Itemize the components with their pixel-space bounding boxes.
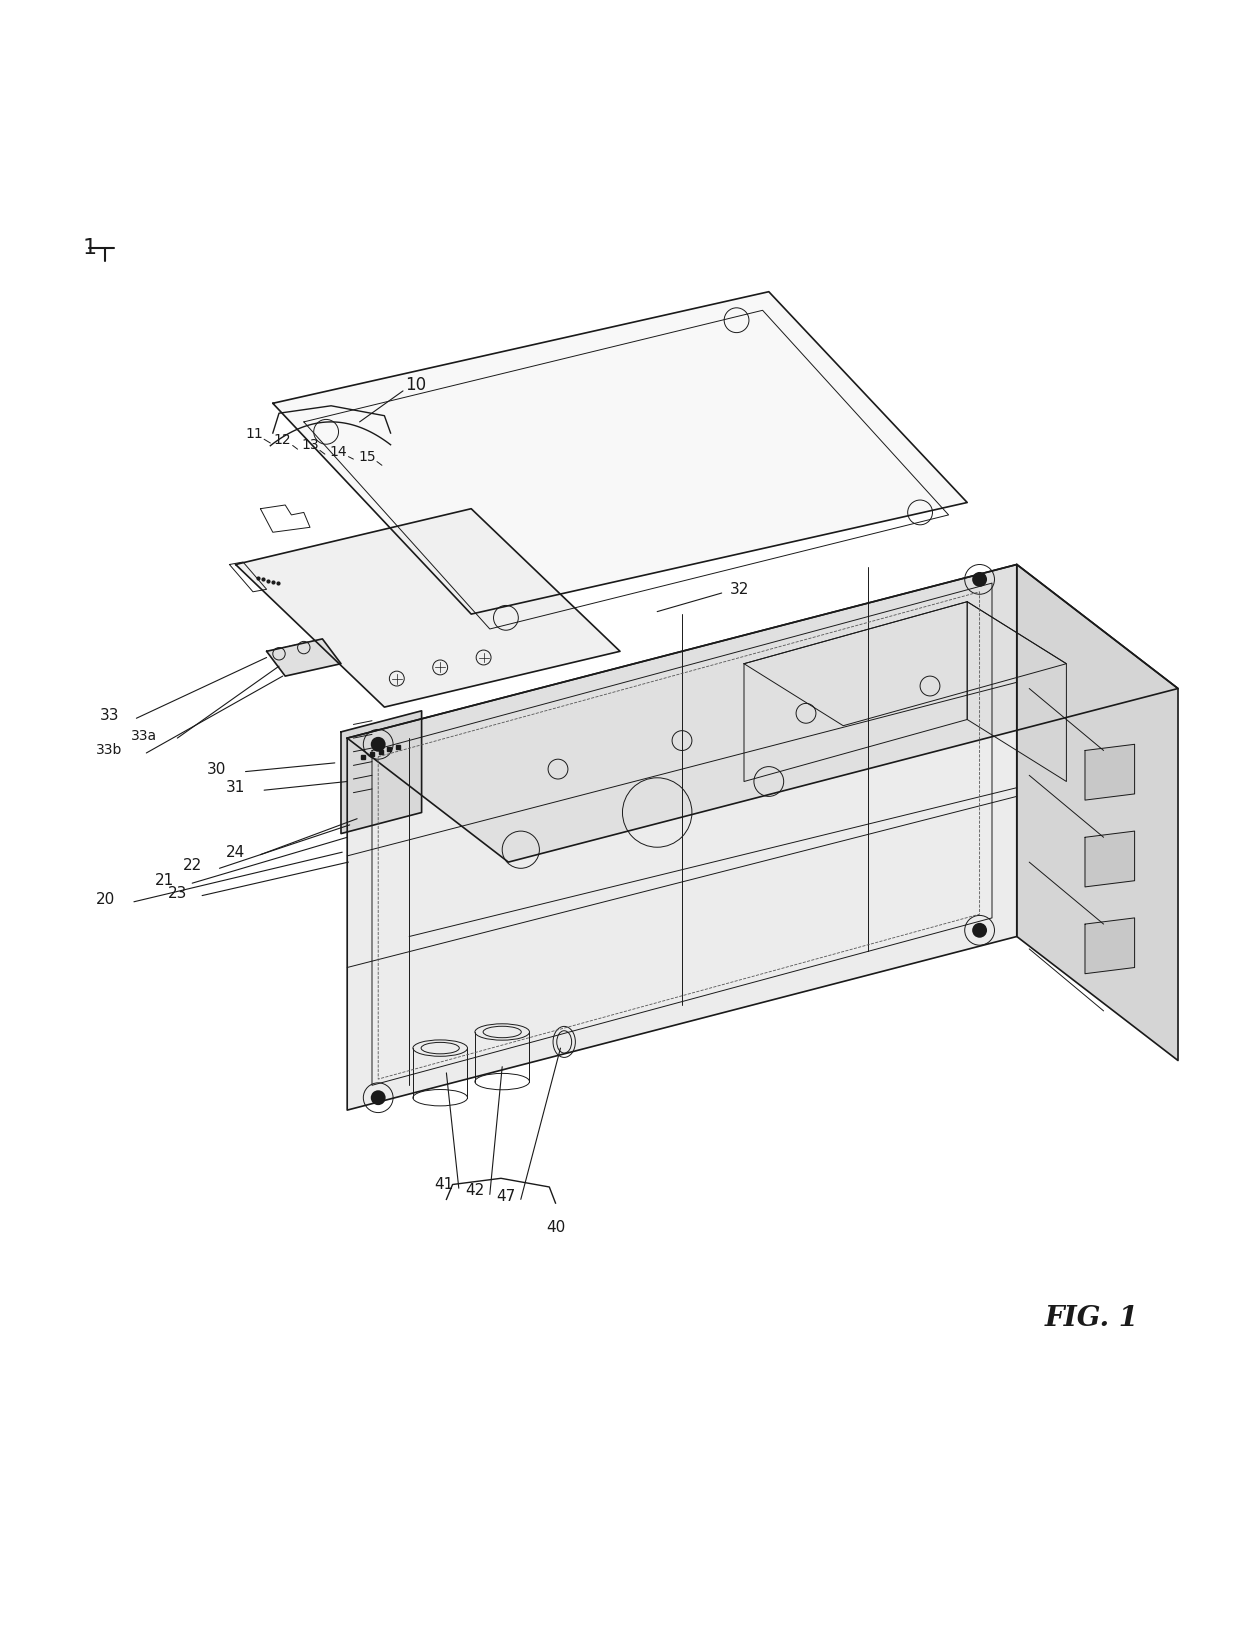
Polygon shape [1085, 744, 1135, 800]
Polygon shape [236, 509, 620, 707]
Circle shape [972, 923, 987, 938]
Circle shape [371, 1090, 386, 1105]
Text: 1: 1 [82, 239, 97, 258]
Text: 42: 42 [465, 1183, 485, 1198]
Text: 24: 24 [226, 845, 246, 860]
Text: 47: 47 [496, 1190, 516, 1204]
Polygon shape [347, 564, 1017, 1110]
Polygon shape [1017, 564, 1178, 1061]
Polygon shape [1085, 918, 1135, 973]
Text: 12: 12 [274, 434, 291, 447]
Text: 33a: 33a [130, 728, 157, 743]
Text: 23: 23 [167, 886, 187, 900]
Text: 33: 33 [99, 708, 119, 723]
Text: 30: 30 [207, 762, 227, 777]
Text: 14: 14 [330, 445, 347, 458]
Polygon shape [267, 639, 341, 676]
Text: FIG. 1: FIG. 1 [1044, 1305, 1138, 1332]
Polygon shape [347, 564, 1178, 863]
Text: 33b: 33b [95, 744, 123, 757]
Text: 10: 10 [404, 375, 427, 393]
Text: 15: 15 [358, 450, 376, 463]
Text: 20: 20 [95, 892, 115, 907]
Text: 22: 22 [182, 858, 202, 873]
Text: 21: 21 [155, 873, 175, 889]
Circle shape [972, 572, 987, 587]
Polygon shape [341, 710, 422, 834]
Circle shape [371, 736, 386, 752]
Polygon shape [1085, 830, 1135, 887]
Text: 31: 31 [226, 780, 246, 795]
Text: 13: 13 [301, 439, 319, 452]
Text: 40: 40 [546, 1220, 565, 1235]
Text: 32: 32 [729, 582, 749, 596]
Text: 41: 41 [434, 1176, 454, 1193]
Text: 11: 11 [246, 427, 263, 442]
Polygon shape [273, 292, 967, 614]
